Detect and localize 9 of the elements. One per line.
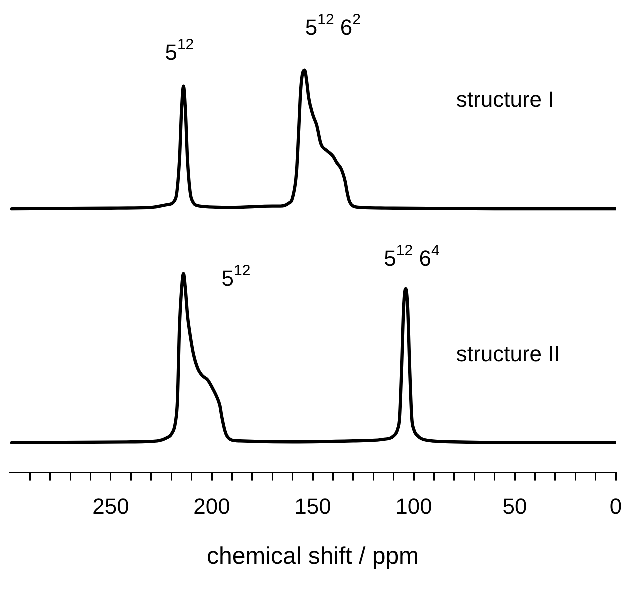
annotation: structure I: [456, 86, 554, 112]
x-tick-label: 150: [294, 494, 332, 520]
x-axis-title: chemical shift / ppm: [206, 543, 420, 570]
x-tick-label: 0: [610, 494, 622, 520]
x-tick-label: 250: [92, 494, 130, 520]
annotation: structure II: [456, 341, 560, 366]
x-tick-label: 200: [194, 494, 230, 520]
x-tick-label: 50: [502, 494, 528, 520]
x-tick-label: 100: [396, 494, 432, 520]
